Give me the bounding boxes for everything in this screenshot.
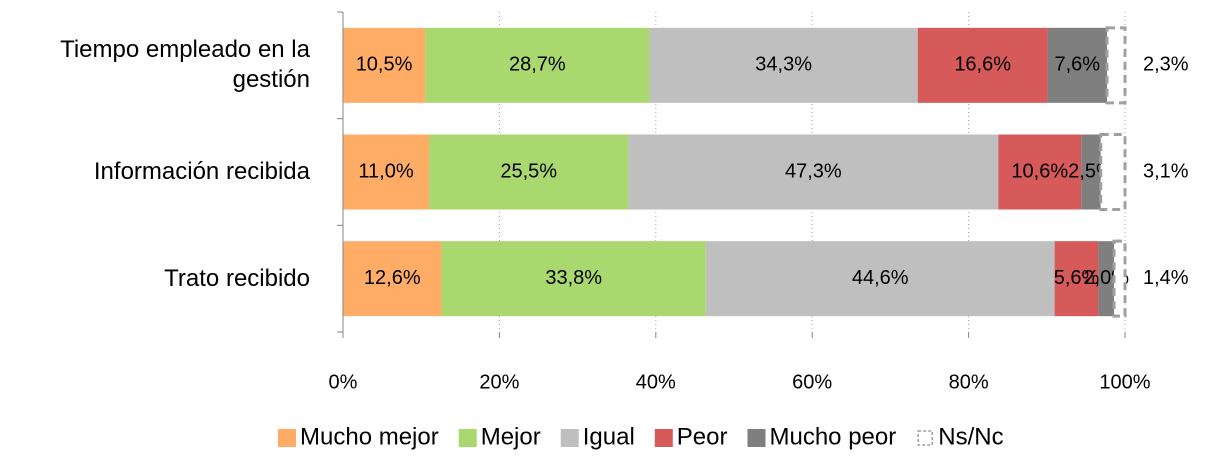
legend-swatch — [747, 429, 766, 447]
data-label: 28,7% — [509, 54, 566, 76]
bar-segment — [628, 134, 999, 210]
data-label: 10,5% — [356, 54, 413, 76]
category-label-box: Trato recibido — [164, 264, 310, 292]
x-tick-label: 60% — [792, 371, 832, 393]
legend-label: Mucho peor — [769, 423, 896, 450]
bar-segment — [425, 27, 650, 103]
x-tick-label: 100% — [1099, 371, 1150, 393]
legend-label: Mucho mejor — [300, 423, 439, 450]
data-label: 47,3% — [785, 160, 842, 182]
bar-segment — [1112, 239, 1127, 318]
data-label: 16,6% — [954, 54, 1011, 76]
bar-segment — [441, 241, 706, 317]
legend-label: Igual — [583, 423, 635, 450]
bar-segment — [705, 241, 1055, 317]
bar-segment — [1099, 133, 1127, 211]
bar-segment — [1098, 241, 1115, 317]
data-label: 10,6% — [1011, 160, 1068, 182]
x-tick-label: 0% — [329, 371, 358, 393]
category-label-box: Información recibida — [93, 158, 310, 185]
bar-segment — [429, 134, 629, 210]
x-tick-label: 80% — [949, 371, 989, 393]
data-label: 12,6% — [364, 267, 421, 289]
data-label: 44,6% — [852, 267, 909, 289]
x-tick-label: 40% — [636, 371, 676, 393]
bar-segment — [343, 27, 426, 103]
category-label-box: Tiempo empleado en la gestión — [60, 36, 310, 94]
category-label: Información recibida — [93, 158, 310, 185]
legend-swatch — [654, 429, 673, 447]
legend-label: Mejor — [481, 423, 541, 450]
bar-segment — [1054, 241, 1099, 317]
category-label: Trato recibido — [164, 264, 310, 292]
legend-swatch — [458, 429, 477, 447]
bar-segment — [1105, 26, 1127, 105]
data-label: 5,6% — [1054, 267, 1100, 289]
bar-segment — [998, 134, 1082, 210]
legend-label: Ns/Nc — [938, 423, 1003, 450]
bar-segment — [1081, 134, 1101, 210]
data-label: 7,6% — [1055, 54, 1101, 76]
legend-swatch — [560, 429, 579, 447]
bar-segment — [917, 27, 1048, 103]
legend-swatch — [278, 429, 296, 447]
data-label: 25,5% — [500, 160, 557, 182]
legend-swatch — [917, 430, 933, 446]
data-label: 2,3% — [1143, 54, 1189, 76]
data-label: 3,1% — [1143, 160, 1189, 182]
category-label: Tiempo empleado en la gestión — [60, 36, 310, 94]
bar-segment — [343, 241, 442, 317]
bar-segment — [649, 27, 918, 103]
legend-label: Peor — [677, 423, 728, 450]
data-label: 34,3% — [755, 54, 812, 76]
bar-segment — [1047, 27, 1108, 103]
data-label: 1,4% — [1143, 267, 1189, 289]
bar-segment — [343, 134, 430, 210]
data-label: 33,8% — [545, 267, 602, 289]
x-tick-label: 20% — [479, 371, 519, 393]
data-label: 11,0% — [358, 160, 413, 182]
